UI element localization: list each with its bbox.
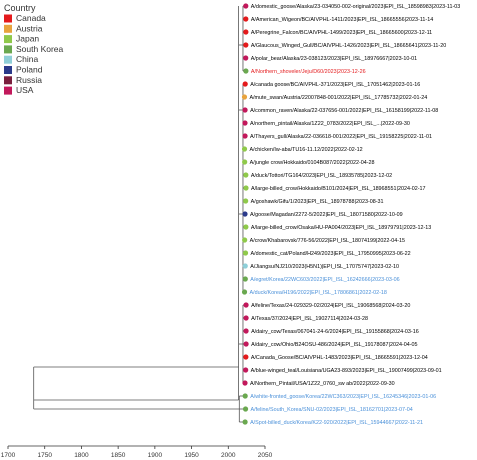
tip-label: A/white-fronted_goose/Korea/22WC363/2023… — [250, 394, 436, 400]
tip-point — [243, 354, 249, 360]
tip-label: A/chicken/Iw-aba/TU16-11.12/2022|2022-02… — [250, 147, 363, 153]
tip-point — [243, 29, 249, 35]
tip-point — [242, 276, 248, 282]
tree-tips: A/domestic_goose/Alaska/23-034050-002-or… — [241, 3, 460, 426]
tip-point — [243, 328, 249, 334]
legend-label: Canada — [16, 13, 46, 23]
legend-label: Japan — [16, 34, 39, 44]
tip-point — [242, 250, 249, 256]
tip-point — [242, 380, 248, 386]
tip-label: A/domestic_goose/Alaska/23-034050-002-or… — [251, 4, 460, 10]
tip-point — [243, 55, 249, 61]
legend-label: Russia — [16, 75, 42, 85]
legend-label: China — [16, 54, 38, 64]
legend-swatch — [4, 24, 12, 33]
tip-point — [242, 393, 248, 399]
legend-label: South Korea — [16, 44, 64, 54]
x-tick-label: 1800 — [74, 452, 89, 459]
tip-label: A/jungle crow/Hokkaido/0104B087/2022|202… — [250, 160, 375, 166]
tip-label: A/egret/Korea/22WC603/2022|EPI_ISL_16242… — [250, 277, 399, 283]
tip-point — [243, 224, 249, 230]
x-tick-label: 1750 — [37, 452, 52, 459]
tip-point — [242, 237, 248, 243]
tip-label: A/Peregrine_Falcon/BC/AIVPHL-1499/2023|E… — [251, 30, 432, 36]
tip-label: A/dairy_cow/Texas/067041-24-6/2024|EPI_I… — [251, 329, 419, 335]
tip-label: A/large-billed_crow/Osaka/HU-PA004/2023|… — [251, 225, 431, 231]
tip-label: A/polar_bear/Alaska/23-038123/2023|EPI_I… — [251, 56, 417, 62]
tip-label: A/domestic_cat/Poland/H249/2023|EPI_ISL_… — [251, 251, 411, 257]
tip-point — [241, 146, 248, 152]
tip-label: A/Glaucous_Winged_Gull/BC/AIVPHL-1426/20… — [251, 43, 446, 49]
legend-label: Austria — [16, 23, 43, 33]
tip-label: A/feline/South_Korea/SNU-02/2023|EPI_ISL… — [251, 407, 413, 413]
tip-point — [242, 406, 249, 412]
tip-point — [241, 94, 248, 100]
x-tick-label: 1850 — [111, 452, 126, 459]
tip-label: A/canada goose/BC/AIVPHL-371/2023|EPI_IS… — [250, 82, 420, 88]
tip-point — [243, 341, 249, 347]
tip-label: A/Northern_shoveler/Jeju/D60/2023|2023-1… — [251, 69, 366, 75]
tip-label: A/feline/Texas/24-029329-02/2024|EPI_ISL… — [251, 303, 410, 309]
tip-point — [242, 133, 248, 139]
tip-label: A/duck/Korea/H196/2022|EPI_ISL_17806861|… — [250, 290, 387, 296]
tip-point — [242, 81, 248, 87]
legend-label: Poland — [16, 65, 43, 75]
legend-swatch — [4, 66, 12, 74]
tip-label: A/Thayers_gull/Alaska/22-036618-001/2022… — [250, 134, 432, 140]
legend-swatch — [4, 14, 12, 23]
tip-label: A/American_Wigeon/BC/AIVPHL-1411/2023|EP… — [251, 17, 433, 23]
tip-point — [242, 107, 248, 113]
tip-point — [243, 367, 249, 373]
tip-point — [243, 315, 249, 321]
tip-point — [243, 68, 249, 74]
tip-label: A/crow/Khabarovsk/776-56/2022|EPI_ISL_18… — [250, 238, 405, 244]
tip-label: A/Texas/37/2024|EPI_ISL_19027114|2024-03… — [251, 316, 368, 322]
tip-point — [243, 185, 249, 191]
tip-point — [242, 120, 248, 126]
tip-label: A/goshawk/Gifu/1/2023|EPI_ISL_18978788|2… — [251, 199, 384, 205]
tip-point — [242, 263, 248, 269]
tip-point — [242, 159, 248, 165]
x-tick-label: 1950 — [184, 452, 199, 459]
tip-label: A/goose/Magadan/2272-5/2022|EPI_ISL_1807… — [250, 212, 403, 218]
tip-point — [241, 289, 248, 295]
tip-point — [243, 42, 249, 48]
x-tick-label: 2000 — [221, 452, 236, 459]
tip-point — [243, 3, 249, 9]
x-axis: 1700 1750 1800 1850 1900 1950 2000 2050 — [1, 445, 273, 459]
x-tick-label: 1900 — [148, 452, 163, 459]
legend-label: USA — [16, 85, 34, 95]
tree-branches — [33, 5, 247, 423]
tip-label: A/common_raven/Alaska/22-037656-001/2022… — [250, 108, 438, 114]
x-tick-label: 1700 — [1, 452, 16, 459]
legend-title: Country — [4, 3, 36, 13]
legend-swatch — [4, 35, 12, 44]
tip-point — [242, 419, 248, 425]
tip-point — [243, 16, 249, 22]
tip-label: A/mute_swan/Austria/22007848-001/2022|EP… — [249, 95, 427, 101]
tip-label: A/Spot-billed_duck/Korea/K22-920/2022|EP… — [250, 420, 423, 426]
tip-point — [242, 211, 248, 217]
tip-label: A/dairy_cow/Ohio/B24OSU-486/2024|EPI_ISL… — [251, 342, 417, 348]
legend-swatch — [4, 55, 12, 64]
tip-point — [243, 198, 249, 204]
legend-swatch — [4, 45, 12, 54]
tip-label: A/northern_pintail/Alaska/1Z22_0783/2022… — [250, 121, 410, 127]
legend-swatch — [4, 86, 12, 95]
x-tick-label: 2050 — [258, 452, 273, 459]
tip-point — [243, 172, 249, 178]
tip-label: A/Canada_Goose/BC/AIVPHL-1483/2023|EPI_I… — [251, 355, 428, 361]
tip-label: A/Jiangsu/NJ210/2023(H5N1)|EPI_ISL_17075… — [250, 264, 399, 270]
tip-label: A/duck/Tottori/TG164/2023|EPI_ISL_189357… — [251, 173, 392, 179]
tip-point — [243, 302, 249, 308]
tip-label: A/large-billed_crow/Hokkaido/B101/2024|E… — [251, 186, 426, 192]
legend-swatch — [4, 76, 12, 85]
tip-label: A/blue-winged_teal/Louisiana/UGA23-893/2… — [251, 368, 442, 374]
tip-label: A/Northern_Pintail/USA/1Z22_0760_sw ab/2… — [250, 381, 395, 387]
